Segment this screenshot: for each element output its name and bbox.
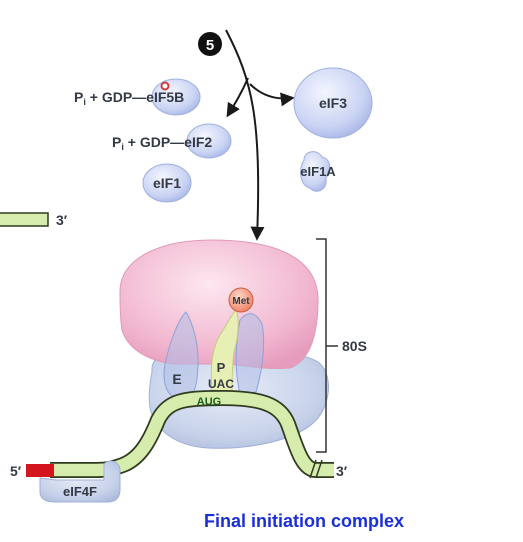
e-site — [163, 311, 199, 397]
anticodon-label: UAC — [208, 377, 234, 391]
upper-mrna-3prime: 3′ — [56, 212, 68, 228]
eif4f-label: eIF4F — [63, 484, 97, 499]
main-arrow — [225, 29, 265, 241]
p-site-label: P — [217, 360, 226, 375]
a-site — [235, 313, 265, 395]
step-number: 5 — [206, 37, 214, 54]
eif1a-label: eIF1A — [300, 164, 336, 179]
factor-eif5b: Pi + GDP—eIF5B — [74, 78, 201, 116]
eif2-label: eIF2 — [184, 134, 212, 150]
eif5b-marker-dot — [160, 81, 170, 91]
gdp-label-2: + GDP— — [124, 134, 184, 150]
pi-label-2: P — [112, 134, 121, 150]
size-label-80s: 80S — [342, 338, 367, 354]
met-label: Met — [232, 296, 250, 307]
large-subunit-60s — [119, 239, 319, 369]
pi-subscript: i — [83, 97, 86, 107]
cap-region — [26, 464, 54, 477]
eif3-label: eIF3 — [319, 95, 347, 111]
factor-eif2: Pi + GDP—eIF2 — [112, 123, 232, 159]
mrna-break-mark-2 — [315, 459, 323, 479]
mrna-5prime-end: 5′ eIF4F — [10, 460, 121, 503]
size-bracket-80s — [316, 238, 338, 453]
arrow-to-eif2 — [226, 77, 249, 118]
factor-eif3: eIF3 — [293, 67, 373, 139]
e-site-label: E — [172, 371, 181, 387]
arrow-to-eif3 — [249, 83, 295, 107]
step-badge: 5 — [198, 32, 222, 56]
mrna-5prime-label: 5′ — [10, 463, 22, 479]
upper-mrna-fragment: 3′ — [0, 212, 68, 228]
release-arrows — [225, 29, 295, 241]
eif5b-label: eIF5B — [146, 89, 184, 105]
met-amino-acid: Met — [228, 287, 254, 313]
figure-caption: Final initiation complex — [204, 511, 405, 531]
pi-subscript-2: i — [121, 142, 124, 152]
pi-label: P — [74, 89, 83, 105]
mrna-break-mark-1 — [309, 459, 317, 479]
eif1-label: eIF1 — [153, 175, 181, 191]
factor-eif1: eIF1 — [142, 163, 192, 203]
ribosome-sites: E P UAC — [163, 309, 265, 397]
mrna-3prime-label: 3′ — [336, 463, 348, 479]
factor-eif1a: eIF1A — [300, 151, 336, 192]
gdp-label: + GDP— — [86, 89, 146, 105]
svg-text:Pi + GDP—eIF5B: Pi + GDP—eIF5B — [74, 89, 184, 107]
eif4f-complex — [39, 460, 121, 503]
svg-text:Pi + GDP—eIF2: Pi + GDP—eIF2 — [112, 134, 212, 152]
codon-label: AUG — [197, 396, 221, 408]
